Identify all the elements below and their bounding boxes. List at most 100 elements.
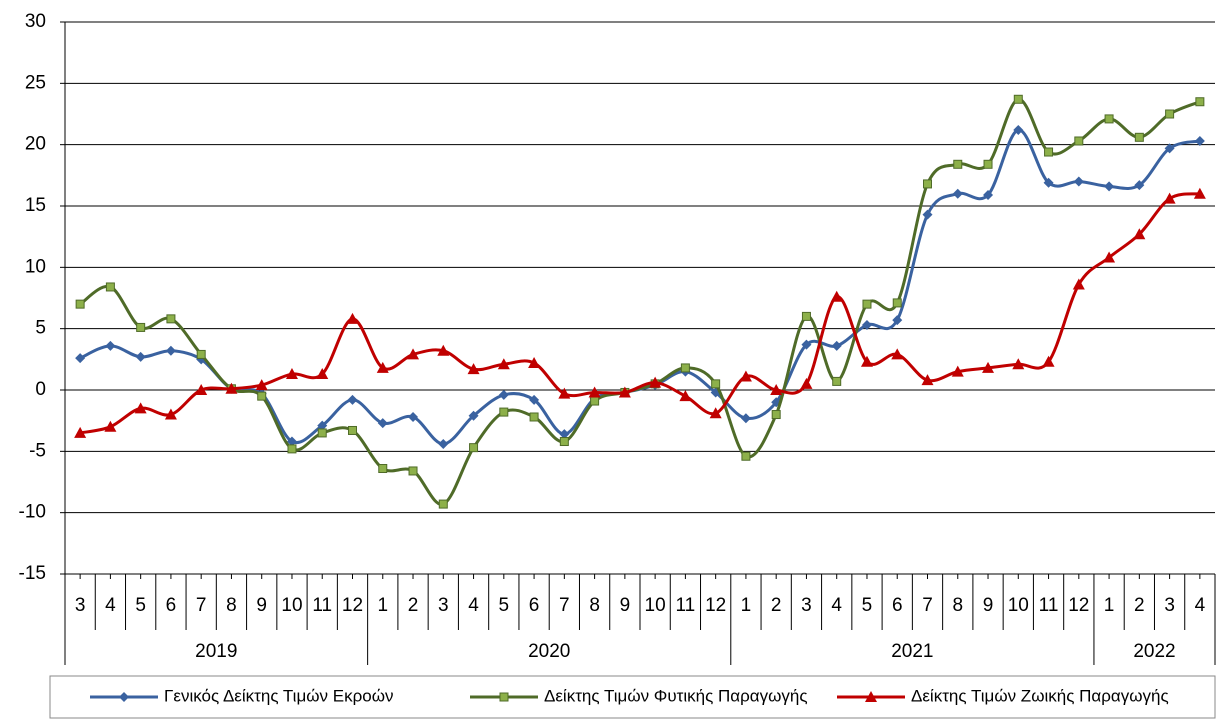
- marker: [136, 322, 146, 332]
- x-tick-label: 10: [1008, 595, 1029, 616]
- marker: [438, 438, 449, 449]
- legend-marker: [499, 692, 509, 702]
- y-tick-label: 15: [25, 195, 46, 216]
- marker: [951, 365, 964, 377]
- y-tick-label: 30: [25, 11, 46, 32]
- marker: [559, 429, 570, 440]
- marker: [529, 412, 539, 422]
- x-tick-label: 3: [75, 595, 86, 616]
- marker: [679, 390, 692, 402]
- marker: [498, 389, 509, 400]
- marker: [1193, 187, 1206, 199]
- marker: [348, 425, 357, 435]
- marker: [740, 413, 751, 424]
- marker: [1104, 181, 1115, 192]
- marker: [861, 319, 872, 330]
- marker: [1013, 94, 1023, 104]
- marker: [1133, 228, 1146, 240]
- marker: [618, 386, 631, 398]
- series-line: [79, 97, 1201, 506]
- x-tick-label: 3: [801, 595, 812, 616]
- x-tick-label: 12: [1068, 595, 1089, 616]
- y-tick-label: -5: [29, 440, 46, 461]
- marker: [134, 402, 147, 414]
- x-tick-label: 8: [226, 595, 237, 616]
- marker: [346, 312, 359, 324]
- marker: [801, 339, 812, 350]
- marker: [104, 420, 117, 432]
- marker: [862, 299, 872, 309]
- legend-label: Δείκτης Τιμών Ζωικής Παραγωγής: [911, 686, 1169, 705]
- marker: [953, 159, 963, 169]
- legend-label: Γενικός Δείκτης Τιμών Εκροών: [164, 686, 394, 705]
- year-label: 2021: [891, 641, 933, 662]
- marker: [588, 386, 601, 398]
- series-line: [79, 128, 1201, 446]
- marker: [316, 368, 329, 380]
- marker: [1072, 278, 1085, 290]
- marker: [860, 355, 873, 367]
- marker: [74, 426, 87, 438]
- marker: [1194, 135, 1205, 146]
- x-tick-label: 6: [529, 595, 540, 616]
- marker: [407, 348, 420, 360]
- marker: [347, 394, 358, 405]
- x-tick-label: 7: [196, 595, 207, 616]
- x-tick-label: 4: [831, 595, 842, 616]
- marker: [649, 376, 662, 388]
- x-tick-label: 10: [281, 595, 302, 616]
- x-tick-label: 9: [620, 595, 631, 616]
- y-tick-label: -15: [19, 563, 46, 584]
- y-tick-label: 25: [25, 72, 46, 93]
- legend-box: [49, 675, 1216, 719]
- marker: [1195, 97, 1205, 107]
- marker: [287, 444, 297, 454]
- marker: [921, 374, 934, 386]
- marker: [1164, 143, 1175, 154]
- x-tick-label: 11: [312, 595, 332, 616]
- marker: [559, 437, 569, 447]
- marker: [680, 363, 690, 373]
- x-tick-label: 12: [342, 595, 363, 616]
- marker: [1043, 177, 1054, 188]
- marker: [1104, 114, 1114, 124]
- marker: [1044, 147, 1054, 157]
- marker: [1163, 192, 1176, 204]
- x-tick-label: 6: [892, 595, 903, 616]
- marker: [590, 396, 600, 406]
- marker: [165, 345, 176, 356]
- x-tick-label: 9: [983, 595, 994, 616]
- marker: [438, 499, 448, 509]
- marker: [529, 394, 540, 405]
- marker: [195, 384, 208, 395]
- marker: [408, 411, 419, 422]
- y-tick-label: 10: [25, 256, 46, 277]
- x-tick-label: 1: [741, 595, 752, 616]
- x-tick-label: 10: [645, 595, 666, 616]
- x-tick-label: 4: [105, 595, 116, 616]
- marker: [468, 410, 479, 421]
- marker: [832, 376, 842, 386]
- marker: [1073, 176, 1084, 187]
- x-tick-label: 4: [1195, 595, 1206, 616]
- marker: [1134, 180, 1145, 191]
- marker: [983, 189, 994, 200]
- x-tick-label: 5: [135, 595, 146, 616]
- series-line: [79, 192, 1201, 435]
- marker: [739, 370, 752, 382]
- marker: [1042, 355, 1055, 367]
- y-tick-label: -10: [19, 502, 46, 523]
- marker: [257, 391, 267, 401]
- x-tick-label: 5: [499, 595, 510, 616]
- marker: [376, 361, 389, 373]
- marker: [709, 407, 722, 419]
- marker: [922, 209, 933, 220]
- marker: [1012, 358, 1025, 370]
- marker: [923, 179, 932, 189]
- y-tick-label: 5: [35, 318, 46, 339]
- legend-marker: [119, 692, 129, 702]
- x-tick-label: 7: [922, 595, 933, 616]
- marker: [135, 351, 146, 362]
- marker: [558, 387, 571, 399]
